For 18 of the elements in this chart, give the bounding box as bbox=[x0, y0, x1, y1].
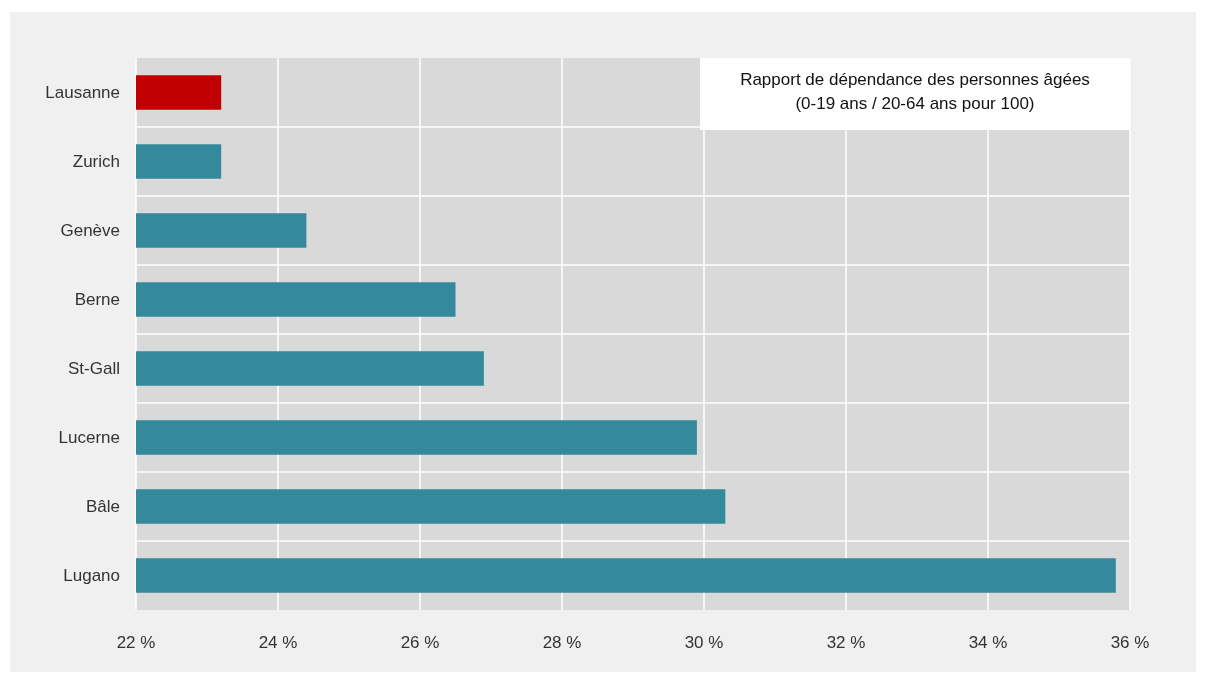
text: Rapport de dépendance des personnes âgées bbox=[740, 70, 1090, 89]
y-tick-label: Bâle bbox=[85, 497, 120, 517]
y-tick-label: Lucerne bbox=[58, 428, 120, 448]
x-tick-label: 32 % bbox=[826, 633, 866, 652]
x-tick-label: 24 % bbox=[258, 633, 298, 652]
x-tick-label: 36 % bbox=[1110, 633, 1150, 652]
x-tick-label: 26 % bbox=[400, 633, 440, 652]
x-tick-label: 22 % bbox=[116, 633, 156, 652]
x-tick-label: 30 % bbox=[684, 633, 724, 652]
y-tick-label: Lugano bbox=[63, 566, 120, 586]
x-tick-label: 28 % bbox=[542, 633, 582, 652]
y-tick-label: St-Gall bbox=[68, 359, 120, 379]
y-tick-label: Berne bbox=[74, 290, 120, 310]
y-tick-label: Genève bbox=[60, 221, 120, 241]
text: (0-19 ans / 20-64 ans pour 100) bbox=[795, 94, 1035, 113]
x-tick-label: 34 % bbox=[968, 633, 1008, 652]
y-tick-label: Zurich bbox=[72, 152, 120, 172]
y-tick-label: Lausanne bbox=[45, 83, 120, 103]
